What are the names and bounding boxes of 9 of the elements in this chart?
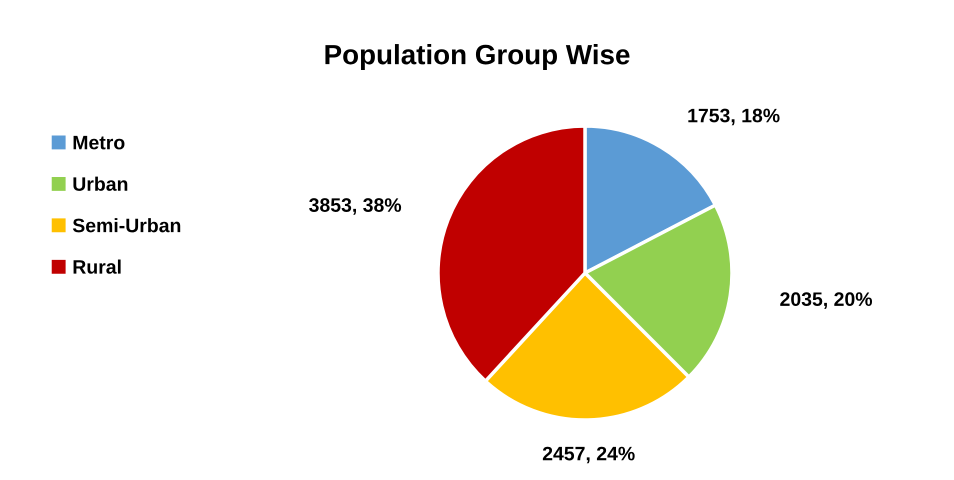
- legend-label: Semi-Urban: [72, 218, 180, 232]
- data-label: 2457, 24%: [542, 446, 635, 464]
- legend-label: Rural: [74, 260, 121, 274]
- legend-label: Metro: [74, 136, 124, 150]
- chart-title: Population Group Wise: [325, 44, 630, 70]
- legend-label: Urban: [73, 176, 128, 191]
- data-label: 3853, 38%: [309, 198, 402, 215]
- data-label: 2035, 20%: [780, 292, 872, 309]
- data-label: 1753, 18%: [688, 108, 780, 126]
